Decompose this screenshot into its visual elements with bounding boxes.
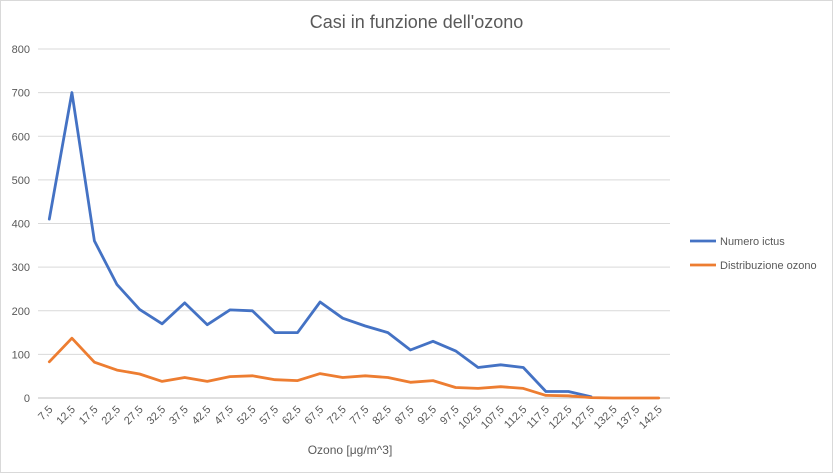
x-tick-label: 102,5 [456,404,484,432]
x-tick-label: 57,5 [257,404,281,428]
x-tick-label: 42,5 [190,404,214,428]
series-lines [47,91,661,400]
x-tick-label: 142,5 [637,404,665,432]
x-tick-label: 107,5 [479,404,507,432]
x-tick-label: 137,5 [614,404,642,432]
x-tick-label: 52,5 [235,404,259,428]
y-tick-label: 0 [24,393,30,405]
legend-label: Distribuzione ozono [720,260,817,272]
x-tick-label: 62,5 [280,404,304,428]
x-tick-label: 87,5 [393,404,417,428]
y-tick-label: 500 [12,175,30,187]
x-tick-label: 72,5 [325,404,349,428]
x-tick-label: 67,5 [303,404,327,428]
x-tick-label: 92,5 [415,404,439,428]
y-tick-label: 300 [12,262,30,274]
x-tick-label: 32,5 [145,404,169,428]
legend: Numero ictus Distribuzione ozono [690,236,817,272]
x-tick-label: 7,5 [36,404,55,423]
x-tick-label: 17,5 [77,404,101,428]
x-tick-label: 77,5 [348,404,372,428]
x-tick-label: 37,5 [167,404,191,428]
gridlines [38,48,670,399]
y-tick-label: 600 [12,131,30,143]
x-tick-label: 82,5 [370,404,394,428]
x-tick-label: 112,5 [502,404,529,431]
x-axis-ticks: 7,512,517,522,527,532,537,542,547,552,55… [36,404,665,432]
x-tick-label: 47,5 [212,404,236,428]
x-tick-label: 12,5 [54,404,78,428]
x-tick-label: 127,5 [569,404,597,432]
x-axis-title: Ozono [μg/m^3] [308,443,393,457]
x-tick-label: 122,5 [547,404,575,432]
y-tick-label: 800 [12,44,30,56]
y-tick-label: 400 [12,219,30,231]
y-axis-ticks: 0 100 200 300 400 500 600 700 800 [12,44,30,405]
chart-title: Casi in funzione dell'ozono [309,12,524,32]
y-tick-label: 200 [12,306,30,318]
y-tick-label: 100 [12,349,30,361]
series-line [47,91,593,399]
x-tick-label: 22,5 [99,404,123,428]
x-tick-label: 132,5 [592,404,620,432]
x-tick-label: 27,5 [122,404,146,428]
series-line [47,336,661,400]
legend-label: Numero ictus [720,236,785,248]
x-tick-label: 117,5 [525,404,552,431]
y-tick-label: 700 [12,88,30,100]
